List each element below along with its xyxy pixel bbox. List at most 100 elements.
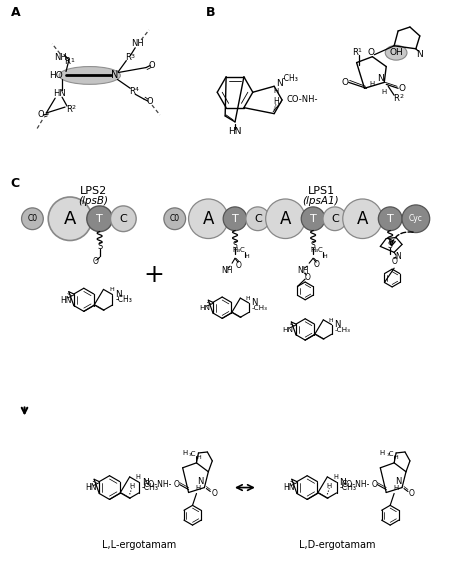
Text: L,D-ergotamam: L,D-ergotamam xyxy=(299,540,375,550)
Text: R: R xyxy=(129,87,135,96)
Text: O: O xyxy=(147,96,154,105)
Circle shape xyxy=(48,197,92,240)
Text: Cyc: Cyc xyxy=(409,214,423,223)
Text: R: R xyxy=(352,48,357,57)
Text: H: H xyxy=(323,254,328,259)
Circle shape xyxy=(164,208,186,230)
Text: H: H xyxy=(182,450,187,456)
Circle shape xyxy=(301,207,325,231)
Text: A: A xyxy=(11,6,20,19)
Text: B: B xyxy=(205,6,215,19)
Text: HN: HN xyxy=(228,127,242,136)
Text: O: O xyxy=(314,259,320,268)
Text: H: H xyxy=(382,89,387,95)
Text: N: N xyxy=(417,50,423,59)
Text: N: N xyxy=(395,477,401,486)
Text: H: H xyxy=(109,288,114,293)
Text: H: H xyxy=(327,483,332,490)
Text: O: O xyxy=(149,61,155,70)
Text: H: H xyxy=(394,455,399,460)
Text: H: H xyxy=(380,450,385,456)
Text: R: R xyxy=(393,94,399,103)
Text: A: A xyxy=(64,210,76,228)
Text: H₃C: H₃C xyxy=(310,248,323,253)
Text: HN: HN xyxy=(53,89,65,98)
Circle shape xyxy=(265,199,305,239)
Text: T: T xyxy=(310,214,317,224)
Text: T: T xyxy=(387,214,393,224)
Text: LPS1: LPS1 xyxy=(308,186,335,196)
Text: O: O xyxy=(341,78,348,87)
Text: HN: HN xyxy=(283,327,293,333)
Text: O: O xyxy=(37,111,44,120)
Text: LPS2: LPS2 xyxy=(80,186,107,196)
Text: H: H xyxy=(136,474,140,481)
Text: C0: C0 xyxy=(27,214,37,223)
Text: H: H xyxy=(273,97,279,106)
Text: NH: NH xyxy=(298,266,309,275)
Circle shape xyxy=(378,207,402,231)
Circle shape xyxy=(189,199,228,239)
Text: 3: 3 xyxy=(131,54,135,59)
Text: HN: HN xyxy=(86,483,97,492)
Text: H: H xyxy=(328,318,333,323)
Text: (lpsA1): (lpsA1) xyxy=(303,196,339,206)
Text: R: R xyxy=(66,104,72,113)
Text: H: H xyxy=(370,81,375,87)
Text: NH: NH xyxy=(54,53,66,62)
Text: O: O xyxy=(372,480,377,489)
Text: CO-NH-: CO-NH- xyxy=(144,480,172,489)
Circle shape xyxy=(21,208,43,230)
Text: CO-NH-: CO-NH- xyxy=(341,480,370,489)
Text: C: C xyxy=(331,214,339,224)
Text: N: N xyxy=(339,478,346,487)
Text: ₃C: ₃C xyxy=(189,451,196,457)
Circle shape xyxy=(110,206,136,232)
Text: H: H xyxy=(333,474,338,481)
Circle shape xyxy=(402,205,430,232)
Text: N: N xyxy=(197,477,204,486)
Circle shape xyxy=(343,199,382,239)
Text: T: T xyxy=(96,214,103,224)
Text: N: N xyxy=(335,320,341,329)
Ellipse shape xyxy=(59,67,120,85)
Text: -CH₃: -CH₃ xyxy=(335,327,351,333)
Text: 4: 4 xyxy=(135,87,139,92)
Text: S: S xyxy=(233,241,237,250)
Text: NH: NH xyxy=(221,266,233,275)
Text: O: O xyxy=(399,84,406,93)
Text: H: H xyxy=(246,296,250,301)
Text: H: H xyxy=(273,88,279,94)
Text: CO-NH-: CO-NH- xyxy=(286,95,318,104)
Text: S: S xyxy=(97,242,102,251)
Text: H: H xyxy=(393,484,399,491)
Text: A: A xyxy=(203,210,214,228)
Text: -CH₃: -CH₃ xyxy=(282,74,299,83)
Text: N: N xyxy=(377,74,383,83)
Text: +: + xyxy=(144,263,164,287)
Text: S: S xyxy=(311,241,316,250)
Text: C: C xyxy=(119,214,127,224)
Text: A: A xyxy=(357,210,368,228)
Text: ₃C: ₃C xyxy=(386,451,394,457)
Text: 2: 2 xyxy=(399,94,403,99)
Text: O: O xyxy=(174,480,180,489)
Text: H: H xyxy=(129,483,134,490)
Text: -CH₃: -CH₃ xyxy=(116,296,132,305)
Text: OH: OH xyxy=(389,48,403,57)
Text: T: T xyxy=(232,214,238,224)
Text: N: N xyxy=(111,70,118,81)
Text: A: A xyxy=(280,210,291,228)
Text: N: N xyxy=(116,290,122,299)
Text: HN: HN xyxy=(200,305,210,311)
Text: (lpsB): (lpsB) xyxy=(79,196,109,206)
Text: H: H xyxy=(196,455,201,460)
Circle shape xyxy=(223,207,247,231)
Text: -CH₃: -CH₃ xyxy=(339,483,356,492)
Text: R: R xyxy=(125,53,131,62)
Text: H: H xyxy=(196,484,201,491)
Circle shape xyxy=(246,207,270,231)
Text: H₃C: H₃C xyxy=(232,248,245,253)
Text: N: N xyxy=(276,79,283,88)
Text: HO: HO xyxy=(49,71,63,80)
